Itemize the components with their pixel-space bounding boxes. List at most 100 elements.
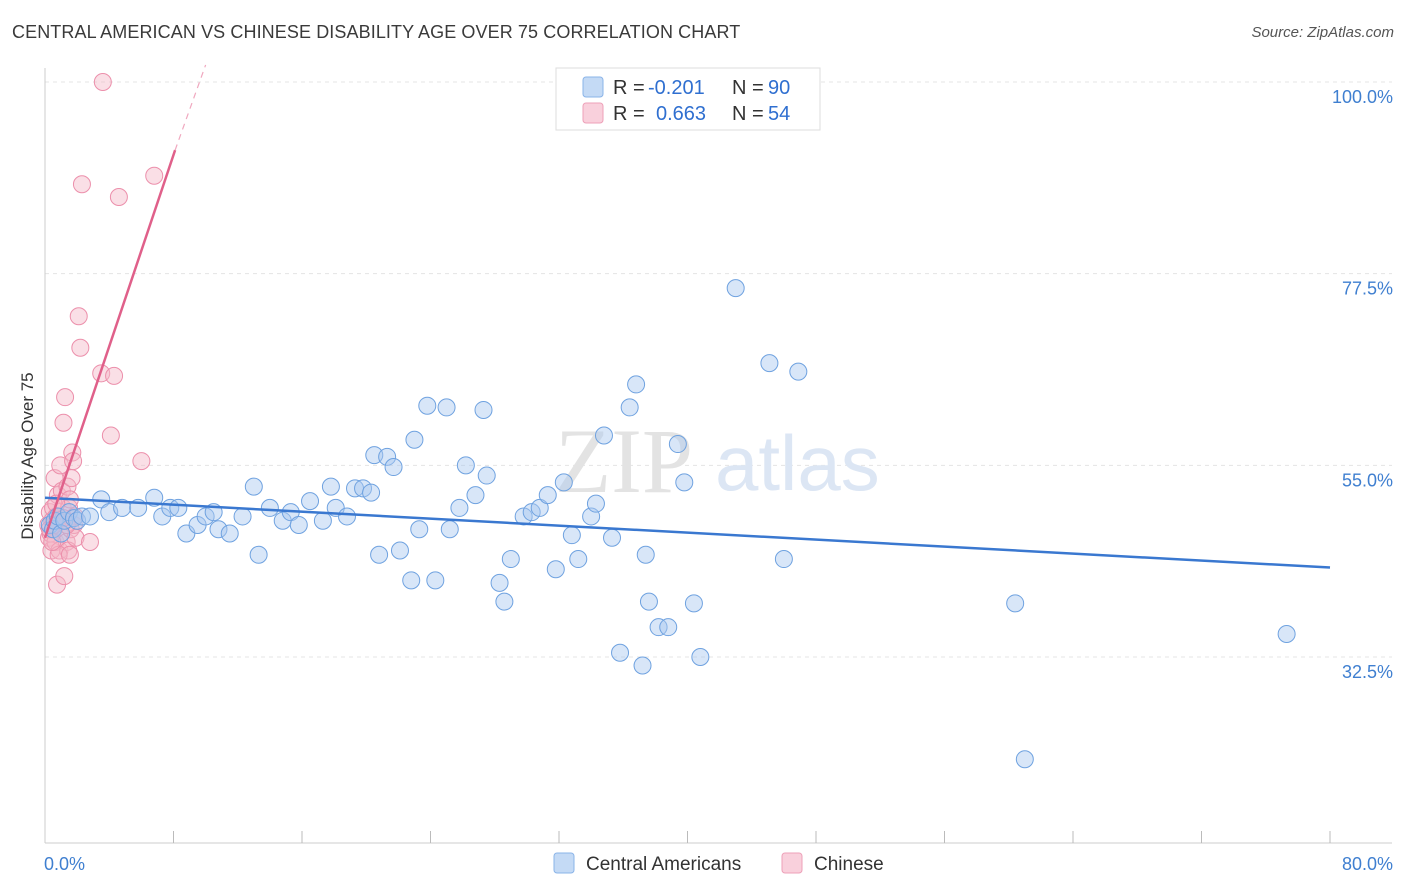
legend-n-value-chinese: 54	[768, 103, 790, 125]
y-tick-label-3: 100.0%	[1332, 87, 1393, 107]
central-point-32	[301, 492, 320, 511]
central-point-25	[233, 507, 252, 526]
x-tick-label-1: 80.0%	[1342, 854, 1393, 874]
chinese-point-41	[105, 366, 124, 385]
central-point-51	[440, 520, 459, 539]
y-tick-label-2: 77.5%	[1342, 279, 1393, 299]
legend-swatch-chinese	[582, 102, 604, 124]
central-point-36	[337, 507, 356, 526]
central-point-84	[726, 279, 745, 298]
central-point-66	[562, 526, 581, 545]
chinese-point-43	[132, 452, 151, 471]
central-point-33	[313, 511, 332, 530]
central-point-65	[554, 473, 573, 492]
central-point-57	[490, 573, 509, 592]
central-point-72	[611, 643, 630, 662]
chinese-point-19	[54, 413, 73, 432]
central-point-61	[522, 503, 541, 522]
chinese-point-20	[55, 567, 74, 586]
central-point-85	[760, 354, 779, 373]
chinese-point-38	[80, 533, 99, 551]
chinese-point-37	[72, 175, 91, 194]
chinese-point-35	[69, 307, 88, 326]
central-point-67	[569, 550, 588, 569]
central-point-46	[405, 430, 424, 449]
central-point-78	[649, 618, 668, 637]
y-tick-label-0: 32.5%	[1342, 662, 1393, 682]
central-point-76	[636, 545, 655, 564]
legend-n-value-central: 90	[768, 77, 790, 99]
central-point-48	[418, 396, 437, 415]
central-point-38	[354, 479, 373, 498]
y-axis-title: Disability Age Over 75	[18, 372, 37, 539]
chinese-point-44	[145, 166, 164, 185]
watermark-atlas: atlas	[715, 419, 880, 507]
central-point-56	[477, 466, 496, 485]
legend-r-label-chinese: R =	[613, 103, 645, 125]
central-point-90	[1277, 625, 1296, 643]
central-point-44	[390, 541, 409, 560]
central-point-70	[594, 426, 613, 445]
legend-r-label-central: R =	[613, 77, 645, 99]
chinese-point-40	[101, 426, 120, 445]
top-legend: R = -0.201 N = 90 R = 0.663 N = 54	[555, 67, 821, 131]
central-point-49	[426, 571, 445, 590]
central-point-26	[244, 477, 263, 496]
central-point-88	[1006, 594, 1025, 613]
central-point-62	[530, 498, 549, 517]
central-point-58	[495, 592, 514, 611]
chinese-point-21	[56, 388, 75, 407]
central-point-86	[774, 550, 793, 569]
bottom-legend-label-central: Central Americans	[586, 854, 741, 875]
legend-n-label-chinese: N =	[732, 103, 764, 125]
central-point-71	[603, 528, 622, 547]
watermark-zip: ZIP	[555, 410, 693, 512]
central-point-21	[196, 507, 215, 526]
central-point-18	[169, 498, 188, 517]
central-point-41	[370, 545, 389, 564]
central-point-50	[437, 398, 456, 417]
central-point-83	[691, 648, 710, 666]
y-tick-label-1: 55.0%	[1342, 470, 1393, 490]
central-point-55	[474, 400, 493, 419]
central-point-74	[627, 375, 646, 394]
central-point-52	[450, 498, 469, 517]
central-point-54	[466, 486, 485, 505]
central-point-89	[1015, 750, 1034, 769]
central-point-47	[410, 520, 429, 539]
central-point-53	[456, 456, 475, 475]
central-point-24	[220, 524, 239, 543]
bottom-legend-swatch-central	[553, 852, 575, 874]
chinese-point-50	[60, 545, 79, 564]
trendlines	[43, 64, 1331, 569]
central-point-15	[145, 488, 164, 507]
central-point-43	[384, 458, 403, 477]
grid-lines	[45, 81, 1392, 658]
central-point-34	[321, 477, 340, 496]
central-point-28	[260, 498, 279, 517]
central-point-87	[789, 362, 808, 381]
axes	[44, 68, 1392, 844]
bottom-legend-label-chinese: Chinese	[814, 854, 884, 875]
central-point-59	[501, 550, 520, 569]
central-point-77	[639, 592, 658, 611]
chinese-point-42	[109, 188, 128, 206]
central-point-27	[249, 545, 268, 564]
central-point-13	[113, 498, 132, 517]
x-tick-label-0: 0.0%	[44, 854, 85, 874]
bottom-legend-swatch-chinese	[781, 852, 803, 874]
central-point-31	[289, 515, 308, 534]
central-point-79	[659, 618, 678, 637]
chinese-point-36	[71, 338, 90, 357]
tick-labels: 32.5% 55.0% 77.5% 100.0% 0.0% 80.0%	[44, 87, 1393, 874]
central-point-64	[546, 560, 565, 579]
chinese-trendline	[43, 149, 177, 539]
chart-title: CENTRAL AMERICAN VS CHINESE DISABILITY A…	[12, 22, 741, 42]
central-point-39	[362, 483, 381, 502]
bottom-legend: Central Americans Chinese	[553, 852, 884, 875]
legend-n-label-central: N =	[732, 77, 764, 99]
legend-r-value-central: -0.201	[648, 77, 705, 99]
central-point-73	[620, 398, 639, 417]
central-point-10	[80, 507, 99, 526]
